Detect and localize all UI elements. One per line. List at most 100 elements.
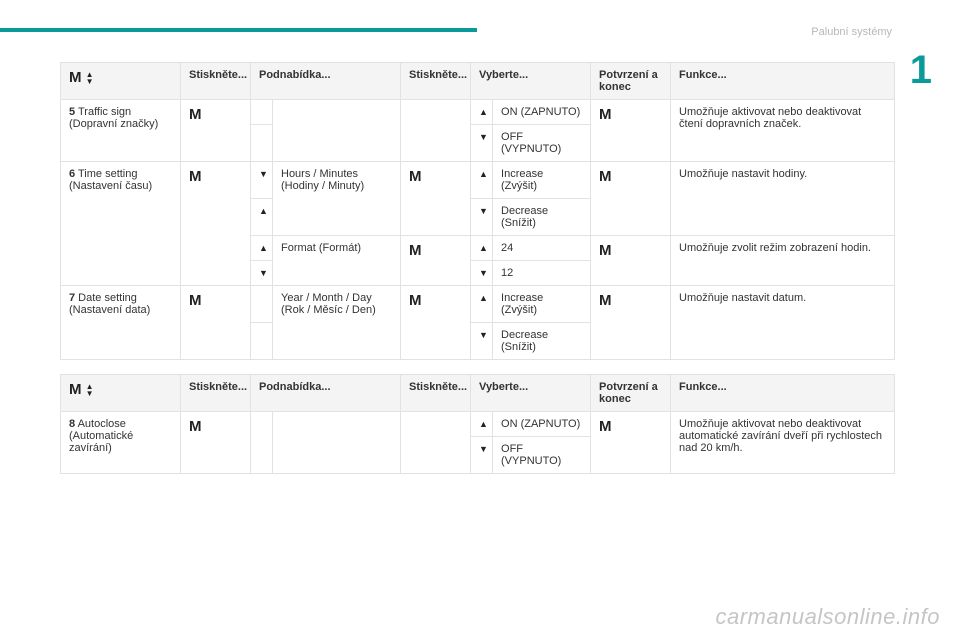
select-cell: ON (ZAPNUTO) [493,100,591,125]
row-label: 6 Time setting (Nastavení času) [61,162,181,286]
arrow-cell: ▼ [251,261,273,286]
function-cell: Umožňuje aktivovat nebo deaktivovat čten… [671,100,895,162]
m-icon: M [599,168,612,185]
function-cell: Umožňuje zvolit režim zobrazení hodin. [671,236,895,286]
arrow-cell: ▲ [471,162,493,199]
empty-cell [251,100,273,125]
m-icon: M [189,292,202,309]
select-cell: 24 [493,236,591,261]
up-down-icon: ▲▼ [86,71,94,85]
confirm-cell: M [591,236,671,286]
select-cell: Increase (Zvýšit) [493,286,591,323]
arrow-cell: ▲ [471,412,493,437]
header-submenu: Podnabídka... [251,375,401,412]
submenu-cell: Format (Formát) [273,236,401,286]
watermark: carmanualsonline.info [715,604,940,630]
table-row: 8 Autoclose (Automatické zavírání) M ▲ O… [61,412,895,437]
page-chapter-number: 1 [910,50,932,90]
row-label: 8 Autoclose (Automatické zavírání) [61,412,181,474]
empty-cell [273,412,401,474]
header-confirm: Potvrzení a konec [591,375,671,412]
header-m-icon: M ▲▼ [61,375,181,412]
arrow-cell: ▼ [251,162,273,199]
function-cell: Umožňuje nastavit datum. [671,286,895,360]
header-select: Vyberte... [471,63,591,100]
table-row: 5 Traffic sign (Dopravní značky) M ▲ ON … [61,100,895,125]
menu-table-1: M ▲▼ Stiskněte... Podnabídka... Stisknět… [60,62,895,360]
arrow-cell: ▼ [471,437,493,474]
m-icon: M [409,168,422,185]
header-press2: Stiskněte... [401,375,471,412]
press-cell: M [181,162,251,286]
empty-cell [251,412,273,474]
confirm-cell: M [591,100,671,162]
down-arrow-icon: ▼ [479,132,488,142]
section-label: Palubní systémy [811,26,892,38]
arrow-cell: ▲ [251,199,273,236]
down-arrow-icon: ▼ [259,268,268,278]
select-cell: Decrease (Snížit) [493,199,591,236]
row-label: 7 Date setting (Nastavení data) [61,286,181,360]
select-cell: OFF (VYPNUTO) [493,125,591,162]
down-arrow-icon: ▼ [479,268,488,278]
up-arrow-icon: ▲ [479,243,488,253]
header-submenu: Podnabídka... [251,63,401,100]
arrow-cell: ▼ [471,125,493,162]
m-icon: M [409,292,422,309]
function-cell: Umožňuje aktivovat nebo deaktivovat auto… [671,412,895,474]
press-cell: M [181,286,251,360]
press-cell: M [401,286,471,360]
header-press: Stiskněte... [181,375,251,412]
empty-cell [251,286,273,323]
table-row: 6 Time setting (Nastavení času) M ▼ Hour… [61,162,895,199]
confirm-cell: M [591,286,671,360]
m-icon: M [189,418,202,435]
submenu-cell: Year / Month / Day (Rok / Měsíc / Den) [273,286,401,360]
empty-cell [401,100,471,162]
press-cell: M [181,412,251,474]
confirm-cell: M [591,162,671,236]
arrow-cell: ▲ [251,236,273,261]
menu-table-2: M ▲▼ Stiskněte... Podnabídka... Stisknět… [60,374,895,474]
arrow-cell: ▲ [471,236,493,261]
m-icon: M [69,381,82,398]
up-arrow-icon: ▲ [479,419,488,429]
down-arrow-icon: ▼ [479,330,488,340]
down-arrow-icon: ▼ [479,206,488,216]
m-icon: M [189,106,202,123]
press-cell: M [181,100,251,162]
header-function: Funkce... [671,375,895,412]
m-icon: M [599,106,612,123]
select-cell: 12 [493,261,591,286]
down-arrow-icon: ▼ [259,169,268,179]
header-function: Funkce... [671,63,895,100]
select-cell: Decrease (Snížit) [493,323,591,360]
up-down-icon: ▲▼ [86,383,94,397]
arrow-cell: ▲ [471,286,493,323]
m-icon: M [599,242,612,259]
header-press2: Stiskněte... [401,63,471,100]
arrow-cell: ▼ [471,323,493,360]
table-header-row: M ▲▼ Stiskněte... Podnabídka... Stisknět… [61,63,895,100]
press-cell: M [401,236,471,286]
accent-bar [0,28,477,32]
confirm-cell: M [591,412,671,474]
select-cell: Increase (Zvýšit) [493,162,591,199]
up-arrow-icon: ▲ [479,107,488,117]
tables-container: M ▲▼ Stiskněte... Podnabídka... Stisknět… [60,62,894,488]
empty-cell [251,323,273,360]
m-icon: M [599,418,612,435]
select-cell: OFF (VYPNUTO) [493,437,591,474]
m-icon: M [189,168,202,185]
function-cell: Umožňuje nastavit hodiny. [671,162,895,236]
table-row: 7 Date setting (Nastavení data) M Year /… [61,286,895,323]
select-cell: ON (ZAPNUTO) [493,412,591,437]
m-icon: M [409,242,422,259]
up-arrow-icon: ▲ [259,206,268,216]
down-arrow-icon: ▼ [479,444,488,454]
m-icon: M [69,69,82,86]
empty-cell [401,412,471,474]
empty-cell [273,100,401,162]
up-arrow-icon: ▲ [479,169,488,179]
m-icon: M [599,292,612,309]
